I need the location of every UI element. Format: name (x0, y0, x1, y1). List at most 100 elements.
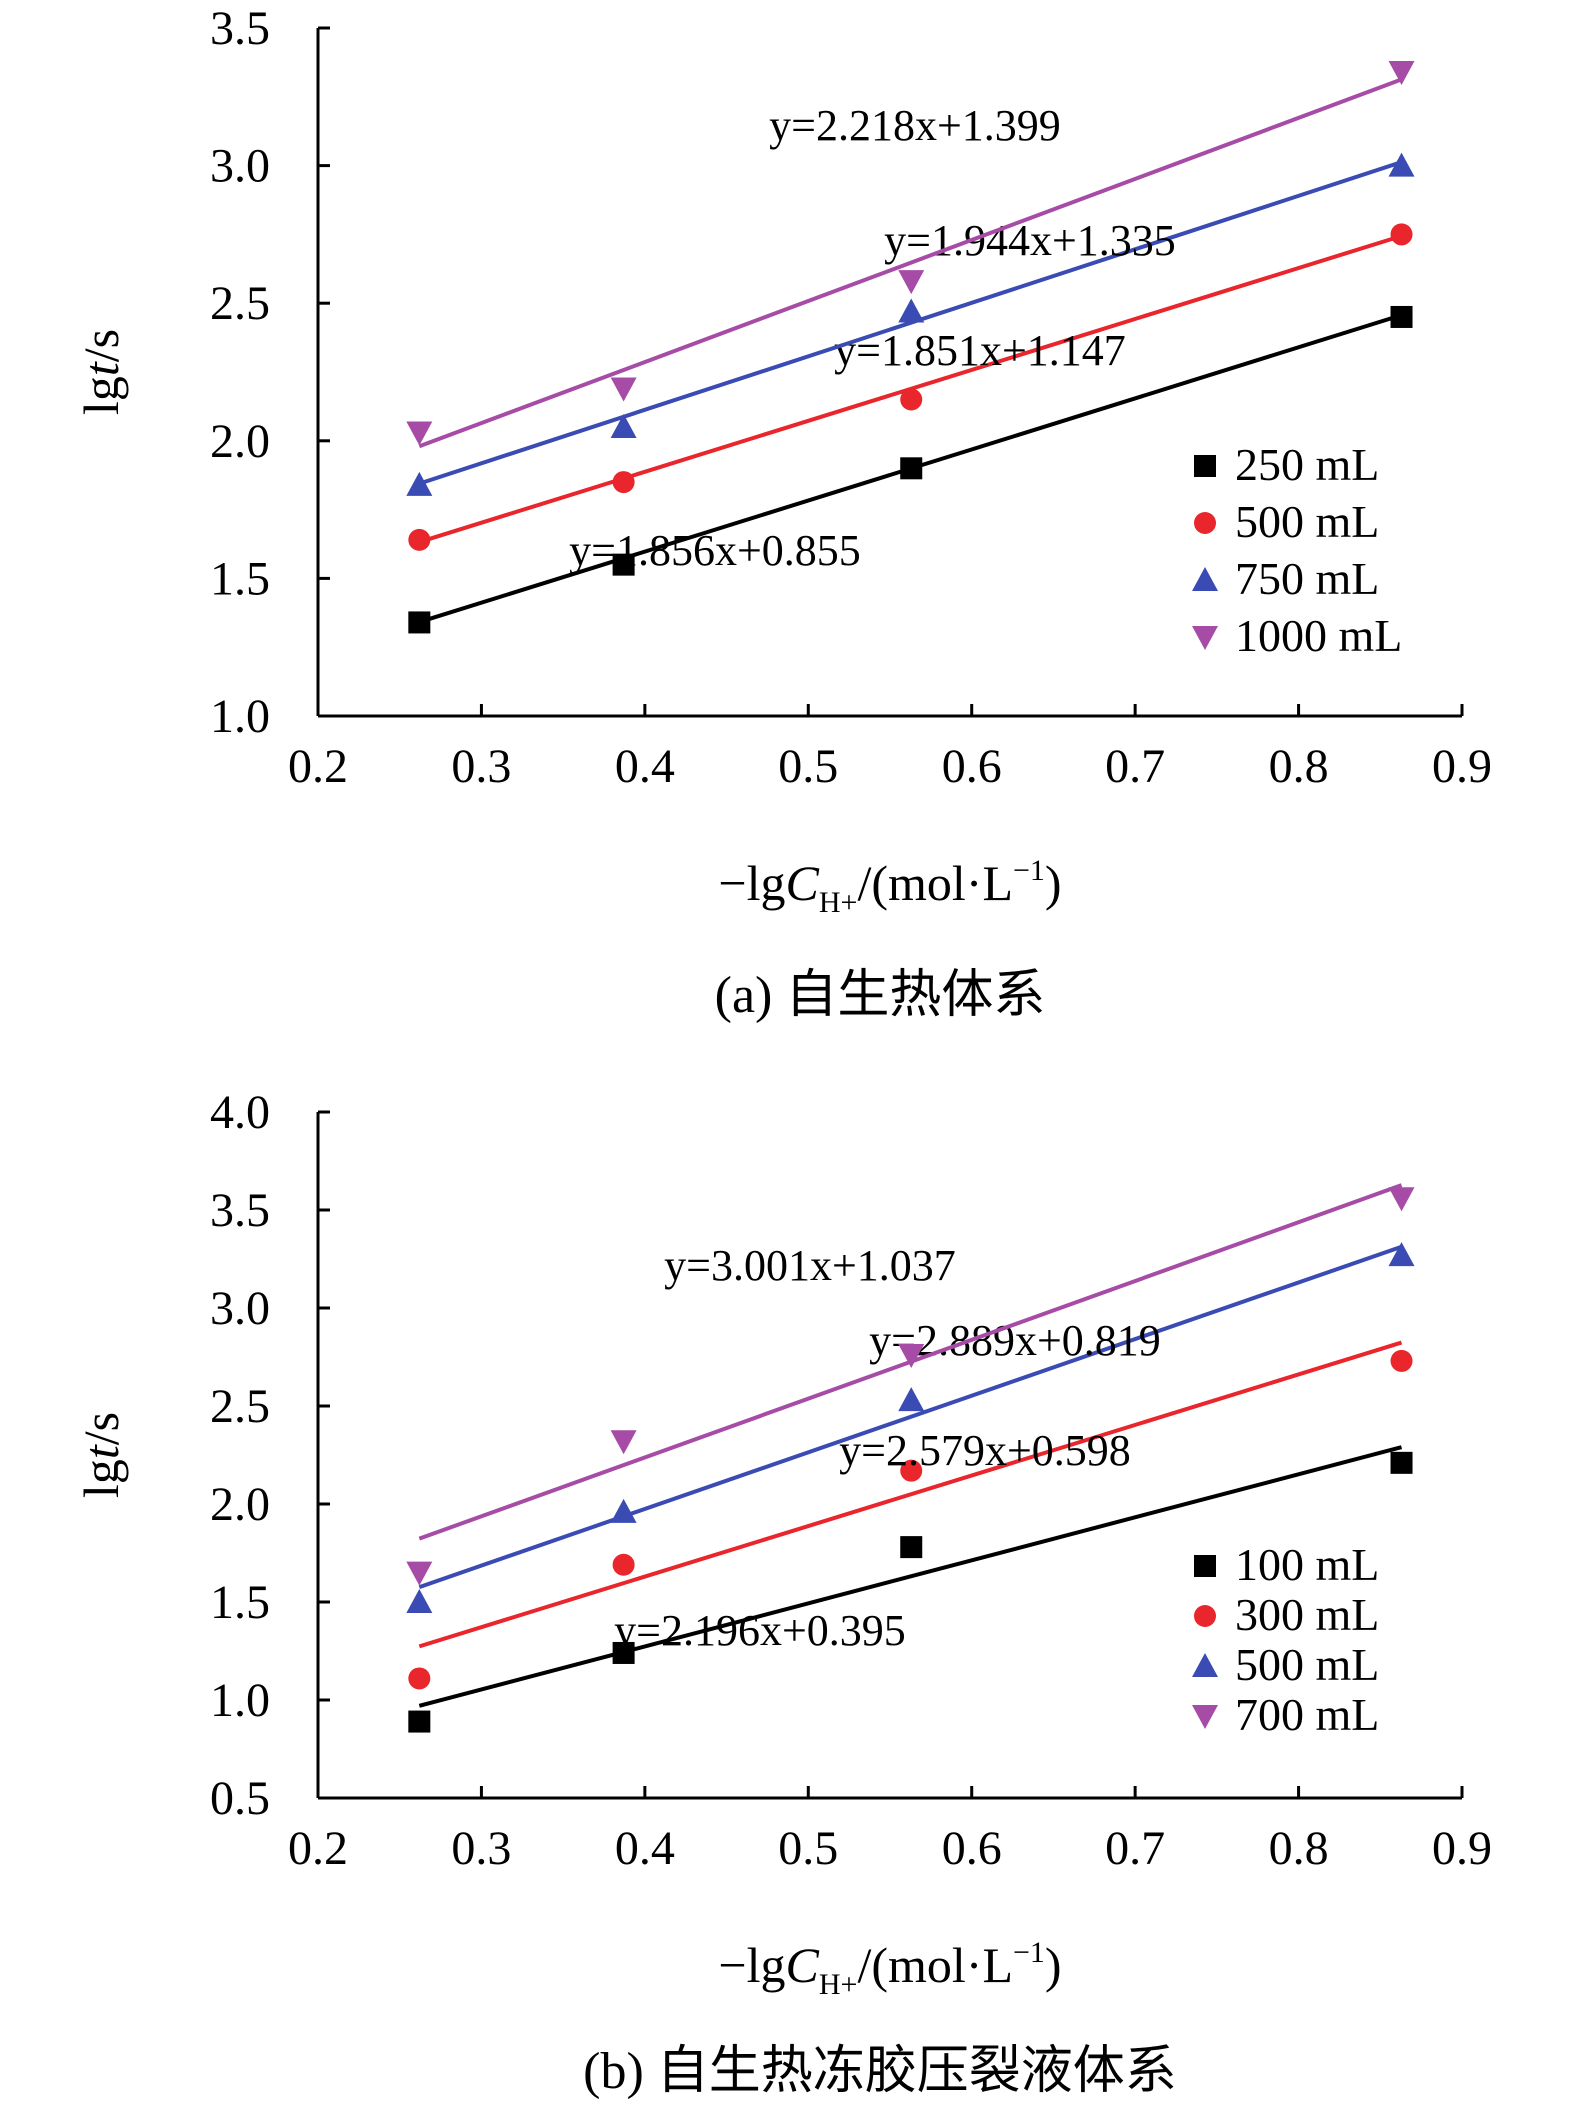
legend: 250 mL 500 mL 750 mL 1000 mL (1192, 439, 1402, 661)
x-tick-label: 0.8 (1269, 740, 1329, 793)
legend-marker (1194, 1555, 1216, 1577)
x-axis-title-part: H+ (819, 1968, 858, 2001)
legend-label: 750 mL (1235, 553, 1379, 604)
data-point (900, 457, 923, 480)
x-tick-label: 0.8 (1269, 1822, 1329, 1875)
y-tick-label: 4.0 (210, 1086, 270, 1139)
chart-panel-b: 0.5 1.0 1.5 2.0 2.5 3.0 3.5 4.0 0.2 0.3 0.4 0.5 0.6 0… (73, 1086, 1492, 2100)
fit-equation: y=1.944x+1.335 (884, 216, 1176, 265)
x-axis-title-part: C (786, 855, 820, 911)
fit-line (418, 1445, 1403, 1708)
series-750-mL: y=1.944x+1.335 (406, 152, 1415, 496)
x-axis-title-part: H+ (819, 886, 858, 919)
y-tick-label: 1.5 (210, 1576, 270, 1629)
y-tick-label: 3.5 (210, 2, 270, 55)
data-point (898, 298, 925, 323)
series-500-mL: y=2.889x+0.819 (406, 1242, 1415, 1613)
x-tick-label: 0.9 (1432, 740, 1492, 793)
x-tick-label: 0.4 (615, 1822, 675, 1875)
y-tick-label: 2.0 (210, 1478, 270, 1531)
y-tick-label: 1.0 (210, 690, 270, 743)
legend-label: 500 mL (1235, 496, 1379, 547)
series-250-mL: y=1.856x+0.855 (408, 305, 1413, 634)
data-point (1388, 152, 1415, 177)
data-point (1388, 1242, 1415, 1267)
x-tick-label: 0.3 (451, 740, 511, 793)
figure-caption: (a) 自生热体系 (715, 967, 1046, 1024)
x-axis-title-part: C (786, 1937, 820, 1993)
x-tick-label: 0.2 (288, 1822, 348, 1875)
x-axis-title-part: /(mol·L (857, 855, 1013, 911)
data-point (898, 270, 925, 295)
fit-line (418, 1340, 1403, 1649)
data-point (610, 377, 637, 402)
x-tick-label: 0.6 (942, 1822, 1002, 1875)
legend-label: 250 mL (1235, 439, 1379, 490)
legend-marker (1194, 455, 1216, 477)
x-axis-title-part: ) (1045, 1937, 1062, 1993)
x-tick-label: 0.6 (942, 740, 1002, 793)
chart-panel-a: 1.0 1.5 2.0 2.5 3.0 3.5 0.2 0.3 0.4 0.5 0.6 0.7 0.8 0… (73, 2, 1492, 1024)
figure-caption: (b) 自生热冻胶压裂液体系 (583, 2043, 1177, 2100)
legend-label: 300 mL (1235, 1589, 1379, 1640)
fit-line (418, 1244, 1403, 1590)
data-point (1390, 305, 1413, 328)
y-axis-title: lgt/s (73, 329, 129, 415)
data-point (612, 471, 635, 494)
y-axis-title-part: lg (73, 376, 129, 415)
x-tick-label: 0.5 (778, 1822, 838, 1875)
data-point (408, 1667, 431, 1690)
y-tick-label: 1.0 (210, 1674, 270, 1727)
x-axis-title-part: /(mol·L (857, 1937, 1013, 1993)
series-1000-mL: y=2.218x+1.399 (406, 61, 1415, 449)
legend-marker (1192, 626, 1218, 650)
legend-label: 500 mL (1235, 1639, 1379, 1690)
fit-equation: y=1.856x+0.855 (569, 526, 861, 575)
data-point (900, 1536, 923, 1559)
data-point (1390, 1451, 1413, 1474)
y-axis-title-part: lg (73, 1459, 129, 1498)
fit-equation: y=1.851x+1.147 (834, 326, 1126, 375)
data-point (1388, 61, 1415, 86)
y-tick-label: 1.5 (210, 552, 270, 605)
x-axis-title-part: ) (1045, 855, 1062, 911)
data-point (610, 1498, 637, 1523)
legend-marker (1194, 512, 1216, 534)
y-tick-label: 0.5 (210, 1772, 270, 1825)
fit-line (418, 160, 1403, 486)
x-tick-label: 0.4 (615, 740, 675, 793)
y-tick-label: 2.5 (210, 277, 270, 330)
y-axis-title-part: t (73, 1444, 129, 1459)
data-point (406, 471, 433, 496)
series-500-mL: y=1.851x+1.147 (408, 223, 1413, 551)
fit-line (418, 77, 1403, 449)
x-tick-label: 0.5 (778, 740, 838, 793)
x-axis-title-part: −lg (718, 855, 785, 911)
x-axis-title-part: −1 (1013, 1936, 1045, 1969)
data-point (610, 1430, 637, 1455)
x-tick-label: 0.7 (1105, 1822, 1165, 1875)
x-tick-label: 0.2 (288, 740, 348, 793)
data-point (408, 528, 431, 551)
series-700-mL: y=3.001x+1.037 (406, 1183, 1415, 1586)
y-tick-label: 3.5 (210, 1184, 270, 1237)
x-axis-title-part: −1 (1013, 854, 1045, 887)
y-axis-title-part: /s (73, 329, 129, 362)
data-point (1390, 1349, 1413, 1372)
y-axis-title-part: /s (73, 1412, 129, 1445)
data-point (408, 611, 431, 634)
x-axis-title-part: −lg (718, 1937, 785, 1993)
legend-marker (1192, 1705, 1218, 1729)
legend-marker (1194, 1605, 1216, 1627)
series-100-mL: y=2.196x+0.395 (408, 1445, 1413, 1733)
fit-equation: y=3.001x+1.037 (664, 1241, 956, 1290)
fit-equation: y=2.196x+0.395 (614, 1606, 906, 1655)
data-point (612, 553, 635, 576)
x-axis-title: −lgCH+/(mol·L−1) (718, 854, 1061, 919)
y-tick-label: 2.5 (210, 1380, 270, 1433)
data-point (612, 1553, 635, 1576)
data-point (900, 1459, 923, 1482)
